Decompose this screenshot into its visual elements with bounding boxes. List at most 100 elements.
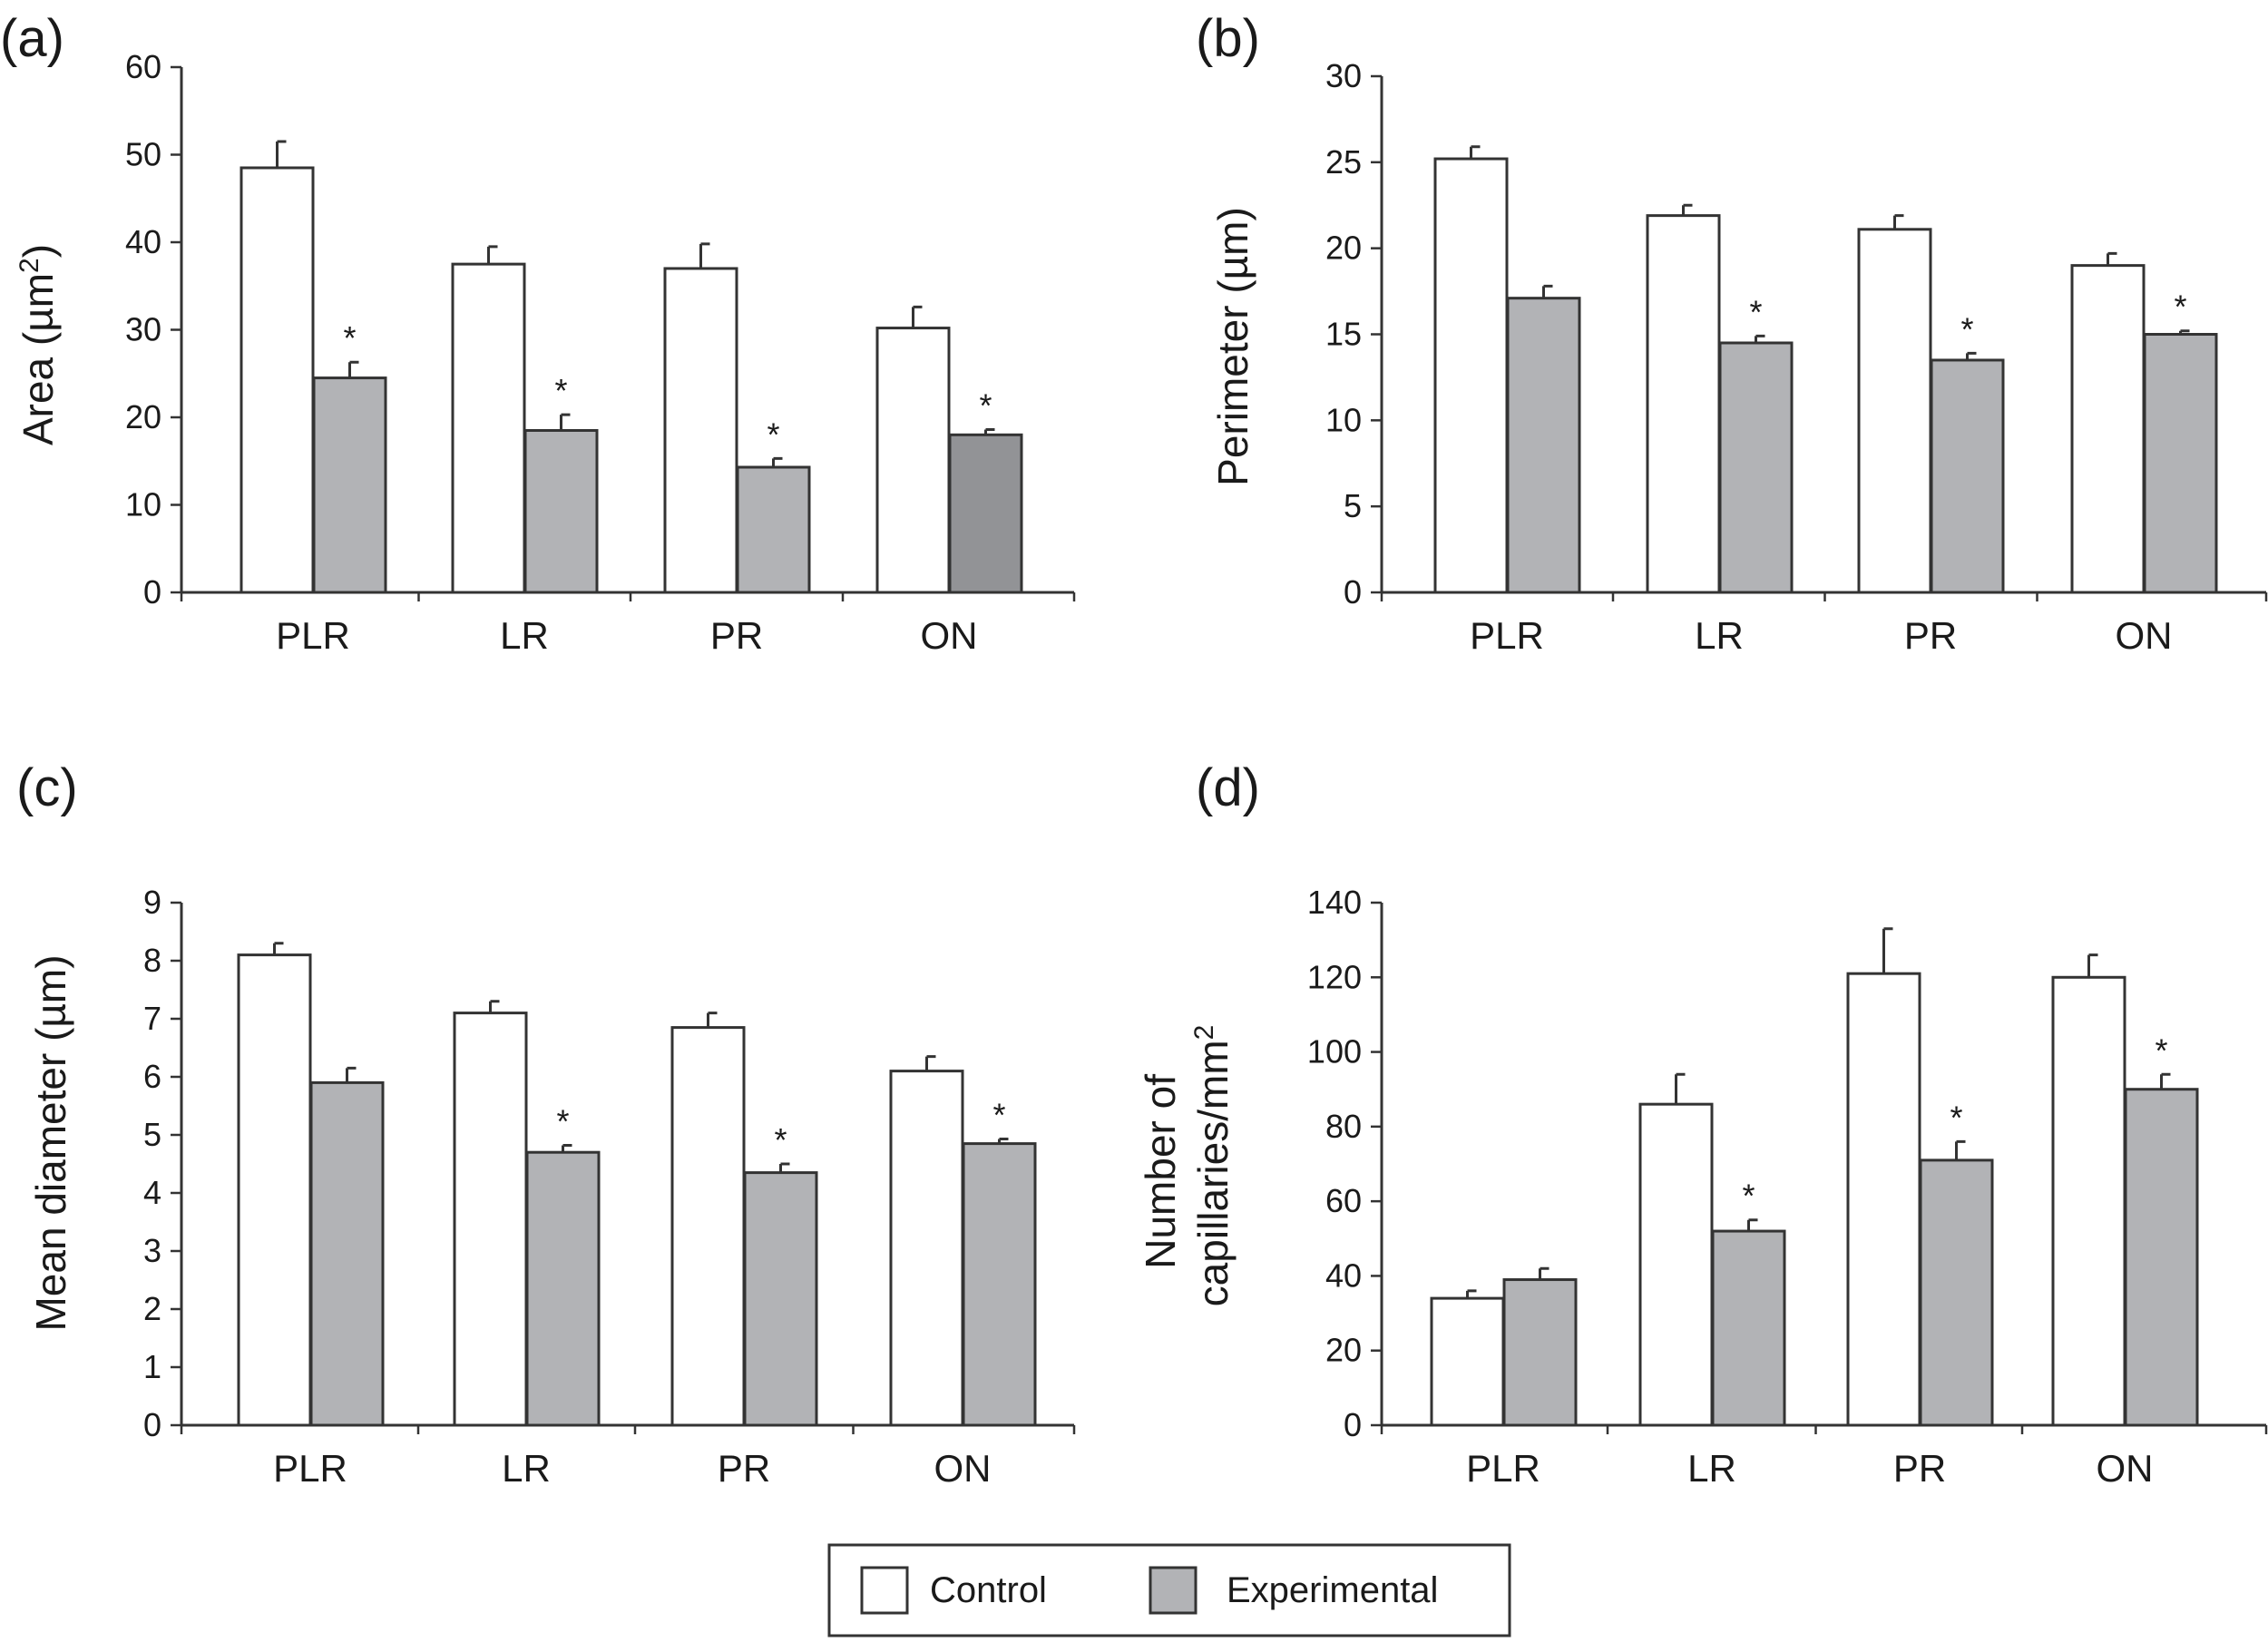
panel-a-error-bar-experimental	[560, 413, 571, 431]
panel-b-bar-experimental	[1506, 297, 1581, 594]
panel-c-significance-marker: *	[556, 1103, 569, 1140]
panel-b-y-tick-label: 5	[1344, 487, 1362, 524]
panel-b-error-bar-control	[1682, 203, 1693, 216]
panel-b-category-label: ON	[2116, 614, 2173, 657]
panel-a-y-axis-title: Area (µm2)	[15, 244, 62, 445]
panel-c-bar-experimental	[743, 1171, 818, 1427]
panel-c-bar-control	[670, 1026, 746, 1427]
panel-a-bars: * * * *	[240, 140, 1023, 594]
panel-b-y-tick-label: 10	[1325, 401, 1362, 438]
panel-c-error-bar-experimental	[346, 1066, 357, 1083]
panel-c-error-bar-experimental	[562, 1144, 572, 1153]
panel-b-y-axis-title: Perimeter (µm)	[1209, 207, 1256, 486]
panel-d-y-tick-label: 80	[1325, 1108, 1362, 1145]
panel-a-y-tick-label: 40	[125, 223, 161, 260]
panel-a-bar-experimental	[523, 428, 599, 594]
legend: Control Experimental	[827, 1543, 1511, 1637]
panel-c-y-tick-label: 5	[143, 1116, 161, 1153]
panel-b-bar-control	[2070, 264, 2146, 594]
panel-b-y-tick-label: 25	[1325, 143, 1362, 181]
panel-b-significance-marker: *	[2174, 288, 2186, 326]
panel-c-bars: * * *	[237, 942, 1037, 1427]
panel-d-error-bar-experimental	[1539, 1266, 1549, 1280]
panel-b-bar-control	[1646, 214, 1721, 594]
panel-d-category-label: LR	[1687, 1447, 1736, 1490]
panel-a-y-tick-label: 20	[125, 398, 161, 435]
panel-d-category-label: PR	[1893, 1447, 1946, 1490]
panel-c-y-tick-label: 8	[143, 942, 161, 979]
panel-c-bar-experimental	[309, 1080, 385, 1427]
panel-b: (b) Perimeter (µm) 0 5 10 15 20 25 30 * * * PLR L…	[1196, 9, 2268, 657]
panel-a-label: (a)	[0, 9, 64, 68]
panel-a-error-bar-experimental	[772, 456, 783, 468]
panel-b-bar-experimental	[1930, 358, 2005, 594]
panel-d-bar-experimental	[1919, 1158, 1994, 1427]
panel-b-error-bar-control	[2107, 251, 2117, 266]
panel-c-category-label: ON	[934, 1447, 992, 1490]
panel-c-label: (c)	[16, 758, 78, 817]
panel-d-bars: * * *	[1430, 927, 2199, 1427]
panel-c-error-bar-control	[925, 1055, 936, 1071]
panel-b-significance-marker: *	[1749, 293, 1762, 330]
panel-d-bar-experimental	[1711, 1229, 1786, 1427]
panel-d-error-bar-experimental	[2160, 1072, 2171, 1090]
panel-a-category-label: ON	[921, 614, 978, 657]
panel-b-error-bar-experimental	[2179, 329, 2190, 335]
panel-b-category-labels: PLR LR PR ON	[1470, 614, 2172, 657]
panel-b-y-tick-label: 0	[1344, 573, 1362, 611]
panel-b-error-bar-control	[1893, 214, 1904, 230]
panel-a-bar-experimental	[948, 433, 1023, 594]
panel-b-category-label: PR	[1904, 614, 1957, 657]
panel-c-error-bar-experimental	[998, 1137, 1009, 1144]
legend-label-experimental: Experimental	[1227, 1570, 1438, 1610]
panel-a-y-tick-label: 60	[125, 48, 161, 85]
panel-c-error-bar-control	[707, 1012, 718, 1028]
panel-b-y-tick-label: 30	[1325, 57, 1362, 94]
panel-a-y-ticks: 0 10 20 30 40 50 60	[125, 48, 181, 611]
legend-label-control: Control	[930, 1570, 1047, 1610]
panel-d-category-labels: PLR LR PR ON	[1466, 1447, 2153, 1490]
panel-d-y-ticks: 0 20 40 60 80 100 120 140	[1307, 884, 1382, 1443]
panel-b-significance-marker: *	[1960, 310, 1973, 347]
panel-d-y-tick-label: 20	[1325, 1332, 1362, 1369]
panel-c-y-tick-label: 9	[143, 884, 161, 921]
panel-b-bar-experimental	[1718, 341, 1794, 594]
panel-d-bar-control	[2051, 975, 2126, 1427]
panel-d-error-bar-control	[1466, 1289, 1477, 1299]
panel-c-bar-experimental	[525, 1150, 601, 1427]
panel-a-category-label: LR	[500, 614, 549, 657]
panel-c-bar-control	[889, 1070, 964, 1427]
panel-a-error-bar-experimental	[984, 428, 995, 435]
panel-c-y-tick-label: 2	[143, 1290, 161, 1327]
panel-a-error-bar-experimental	[348, 360, 359, 378]
panel-c-y-tick-label: 4	[143, 1174, 161, 1211]
legend-swatch-experimental	[1149, 1566, 1198, 1615]
panel-d-y-axis-title: Number of capillaries/mm2	[1137, 1025, 1237, 1307]
panel-b-error-bar-experimental	[1966, 351, 1977, 360]
panel-c-category-labels: PLR LR PR ON	[273, 1447, 991, 1490]
panel-c-y-tick-label: 0	[143, 1406, 161, 1443]
panel-c-error-bar-experimental	[779, 1162, 790, 1173]
panel-c-category-label: PLR	[273, 1447, 347, 1490]
panel-c-bar-experimental	[962, 1142, 1037, 1427]
panel-c-y-tick-label: 7	[143, 1000, 161, 1037]
panel-a-significance-marker: *	[767, 415, 779, 453]
panel-a-bar-experimental	[312, 376, 387, 594]
panel-c-category-label: PR	[718, 1447, 770, 1490]
panel-a-bar-control	[451, 262, 526, 594]
panel-c-bar-control	[237, 953, 312, 1427]
panel-c-y-tick-label: 6	[143, 1058, 161, 1095]
panel-b-y-tick-label: 20	[1325, 230, 1362, 267]
panel-d-bar-experimental	[2124, 1088, 2199, 1427]
panel-d-bar-control	[1638, 1102, 1714, 1427]
panel-d: (d) Number of capillaries/mm2 0 20 40 60 80 1…	[1137, 758, 2268, 1490]
panel-d-significance-marker: *	[1950, 1099, 1962, 1136]
panel-a-y-tick-label: 10	[125, 486, 161, 523]
panel-a-error-bar-control	[276, 140, 287, 168]
panel-b-error-bar-experimental	[1542, 284, 1553, 298]
panel-d-y-tick-label: 60	[1325, 1182, 1362, 1219]
panel-c-significance-marker: *	[774, 1121, 787, 1158]
panel-b-label: (b)	[1196, 9, 1260, 68]
panel-d-error-bar-control	[1882, 927, 1893, 974]
